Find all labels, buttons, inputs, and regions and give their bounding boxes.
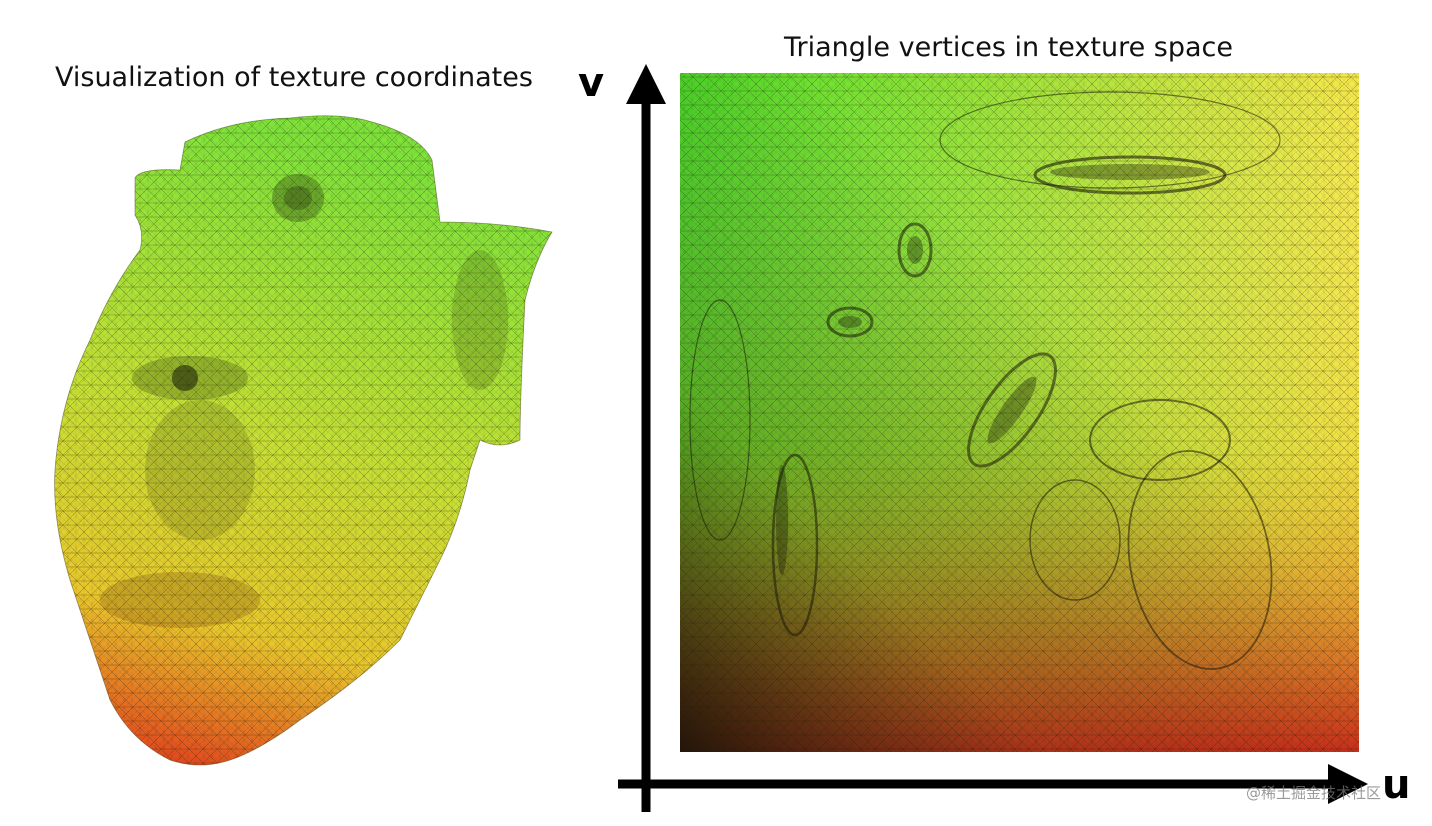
right-panel-title: Triangle vertices in texture space (784, 32, 1234, 63)
u-axis-label: u (1382, 762, 1411, 808)
left-panel-title: Visualization of texture coordinates (55, 62, 533, 93)
v-axis-arrowhead (626, 64, 666, 104)
u-axis-arrowhead (1328, 764, 1368, 804)
v-axis (626, 64, 666, 812)
face-mesh-render (54, 115, 553, 766)
watermark: @稀土掘金技术社区 (1246, 784, 1382, 802)
uv-texture-square (680, 73, 1359, 752)
u-axis (618, 764, 1368, 804)
v-axis-label: v (578, 60, 605, 106)
